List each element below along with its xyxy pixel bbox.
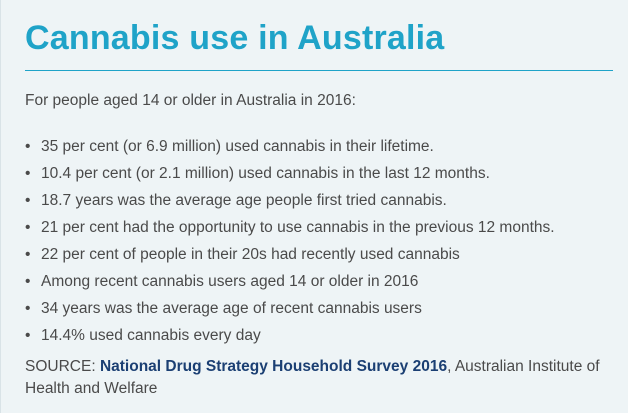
intro-text: For people aged 14 or older in Australia… — [25, 92, 356, 109]
fact-text: 35 per cent (or 6.9 million) used cannab… — [41, 138, 434, 155]
source-label: SOURCE: — [25, 358, 96, 375]
bullet-icon: • — [25, 327, 31, 344]
bullet-icon: • — [25, 219, 31, 236]
fact-text: Among recent cannabis users aged 14 or o… — [41, 273, 419, 290]
source-citation: SOURCE: National Drug Strategy Household… — [25, 356, 612, 400]
fact-text: 10.4 per cent (or 2.1 million) used cann… — [41, 165, 490, 182]
fact-text: 22 per cent of people in their 20s had r… — [41, 246, 460, 263]
list-item: • 10.4 per cent (or 2.1 million) used can… — [25, 160, 612, 187]
bullet-icon: • — [25, 273, 31, 290]
fact-text: 14.4% used cannabis every day — [41, 327, 261, 344]
list-item: • 14.4% used cannabis every day — [25, 322, 612, 349]
list-item: • 34 years was the average age of recent … — [25, 295, 612, 322]
list-item: • 21 per cent had the opportunity to use … — [25, 214, 612, 241]
fact-text: 34 years was the average age of recent c… — [41, 300, 422, 317]
list-item: • Among recent cannabis users aged 14 or … — [25, 268, 612, 295]
fact-text: 21 per cent had the opportunity to use c… — [41, 219, 555, 236]
facts-list: • 35 per cent (or 6.9 million) used canna… — [25, 133, 612, 349]
bullet-icon: • — [25, 165, 31, 182]
source-link[interactable]: National Drug Strategy Household Survey … — [99, 358, 448, 375]
page-title: Cannabis use in Australia — [25, 19, 445, 57]
list-item: • 35 per cent (or 6.9 million) used canna… — [25, 133, 612, 160]
source-rest: , Australian Institute of Health and Wel… — [25, 358, 600, 397]
bullet-icon: • — [25, 138, 31, 155]
fact-text: 18.7 years was the average age people fi… — [41, 192, 447, 209]
list-item: • 18.7 years was the average age people f… — [25, 187, 612, 214]
bullet-icon: • — [25, 192, 31, 209]
title-divider — [25, 70, 613, 71]
list-item: • 22 per cent of people in their 20s had … — [25, 241, 612, 268]
bullet-icon: • — [25, 246, 31, 263]
bullet-icon: • — [25, 300, 31, 317]
